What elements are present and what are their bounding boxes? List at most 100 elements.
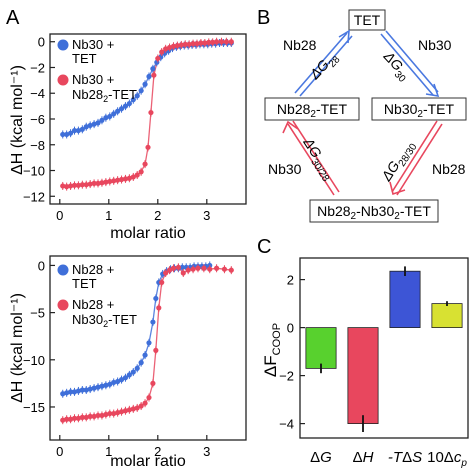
data-point-series-2 (83, 414, 89, 420)
edge-label-nb30: Nb30 (418, 37, 452, 53)
x-tick-label: 1 (105, 208, 112, 223)
data-point-series-2 (138, 169, 144, 175)
data-point-series-1 (142, 352, 148, 358)
data-point-series-1 (71, 389, 78, 395)
data-point-series-2 (145, 144, 151, 150)
data-point-series-2 (115, 177, 121, 183)
data-point-series-1 (153, 295, 159, 302)
data-point-series-2 (186, 41, 192, 47)
data-point-series-1 (67, 130, 74, 136)
data-point-series-2 (185, 267, 191, 273)
legend-marker-red (57, 74, 69, 86)
data-point-series-2 (175, 264, 181, 270)
data-point-series-1 (103, 115, 109, 121)
x-tick-label: 3 (203, 444, 210, 459)
panel-label-a: A (6, 7, 20, 29)
y-tick-label: 0 (38, 35, 45, 50)
data-point-series-1 (99, 383, 105, 389)
data-point-series-2 (115, 410, 121, 416)
edge-label-nb28-bottom: Nb28 (432, 161, 466, 177)
data-point-series-1 (64, 131, 70, 138)
legend-label-nb30-tet-line2: TET (72, 51, 97, 66)
edge-label-nb28: Nb28 (283, 37, 317, 53)
data-point-series-2 (64, 184, 70, 190)
data-point-series-2 (170, 265, 177, 271)
data-point-series-2 (99, 412, 105, 419)
data-point-series-1 (138, 360, 144, 366)
data-point-series-2 (67, 416, 74, 422)
data-point-series-1 (111, 111, 117, 117)
data-point-series-2 (159, 279, 165, 286)
chart-a-top: 0 −2 −4 −6 −8 −10 −12 0 1 2 3 ΔH (kcal mol⁻¹) mol… (9, 33, 247, 242)
data-point-series-2 (214, 39, 220, 45)
data-point-series-1 (67, 389, 74, 395)
data-point-series-2 (75, 182, 82, 188)
node-nb28-tet: Nb282-TET (277, 101, 348, 120)
data-point-series-2 (194, 41, 200, 47)
data-point-series-2 (103, 411, 109, 418)
data-point-series-2 (198, 40, 204, 46)
x-tick-label: 3 (203, 208, 210, 223)
node-nb30-tet: Nb302-TET (384, 101, 455, 120)
data-point-series-2 (75, 415, 82, 421)
node-nb30-tet-box (371, 97, 467, 121)
data-point-series-2 (223, 39, 229, 45)
data-point-series-1 (79, 126, 85, 132)
data-point-series-2 (79, 182, 85, 188)
data-point-series-2 (111, 178, 117, 184)
panel-label-c: C (257, 236, 271, 258)
data-point-series-1 (179, 264, 185, 270)
legend-label-nb28-nb30-line1: Nb28 + (72, 297, 114, 312)
data-point-series-2 (163, 270, 169, 276)
data-point-series-1 (95, 384, 101, 390)
data-point-series-2 (134, 172, 140, 178)
bar-1 (305, 327, 337, 369)
node-tet: TET (354, 12, 381, 28)
data-point-series-1 (60, 391, 66, 397)
data-point-series-1 (118, 106, 125, 112)
thermodynamic-cycle-diagram: TET Nb282-TET Nb302-TET Nb282-Nb302-TET (264, 9, 467, 223)
data-point-series-1 (115, 378, 121, 385)
data-point-series-2 (214, 265, 220, 271)
data-point-series-2 (107, 410, 113, 417)
data-point-series-1 (87, 386, 93, 392)
data-point-series-1 (75, 127, 82, 134)
arrow-nb30-to-complex (389, 120, 443, 196)
data-point-series-2 (91, 180, 97, 186)
data-point-series-1 (118, 377, 125, 383)
data-point-series-2 (206, 39, 212, 45)
data-point-series-2 (146, 394, 152, 401)
data-point-series-2 (138, 403, 144, 409)
data-point-series-2 (202, 40, 208, 46)
data-point-series-1 (87, 122, 93, 129)
y-tick-label: −10 (23, 353, 45, 368)
data-point-series-2 (126, 175, 132, 181)
y-tick-label: 0 (287, 321, 294, 336)
data-point-series-1 (134, 93, 140, 99)
data-point-series-2 (221, 266, 228, 272)
y-tick-label: −2 (30, 60, 45, 75)
data-point-series-1 (146, 73, 152, 80)
data-point-series-2 (134, 405, 140, 411)
data-point-series-1 (95, 120, 101, 126)
data-point-series-1 (107, 381, 113, 387)
data-point-series-1 (83, 124, 89, 130)
data-point-series-1 (150, 66, 156, 72)
node-complex-box (309, 199, 439, 223)
data-point-series-2 (210, 39, 216, 45)
legend-label-nb28-tet-line2: TET (72, 276, 97, 291)
data-point-series-1 (146, 340, 152, 346)
data-point-series-1 (83, 387, 89, 393)
data-point-series-2 (201, 265, 207, 271)
data-point-series-2 (107, 178, 113, 185)
data-point-series-2 (190, 41, 196, 47)
data-point-series-2 (83, 182, 89, 188)
x-tick-label: 1 (105, 444, 112, 459)
x-tick-label: 0 (56, 444, 63, 459)
bar-4 (431, 303, 463, 329)
data-point-series-2 (64, 416, 70, 422)
data-point-series-1 (150, 319, 156, 325)
y-tick-label: −10 (23, 164, 45, 179)
data-point-series-2 (228, 267, 234, 273)
data-point-series-2 (118, 409, 125, 415)
